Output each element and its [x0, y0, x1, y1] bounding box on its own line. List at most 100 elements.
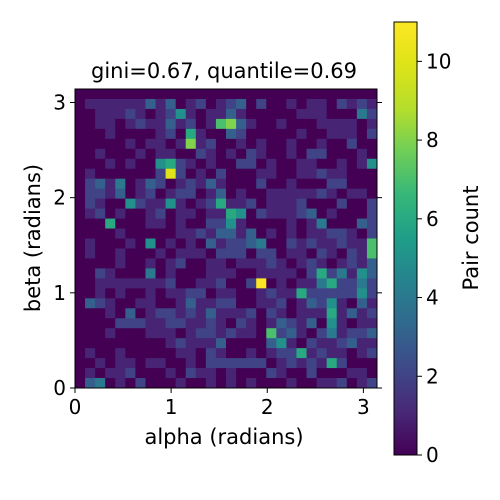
heatmap-cell: [226, 89, 237, 100]
heatmap-cell: [105, 318, 116, 329]
heatmap-cell: [75, 348, 86, 359]
heatmap-cell: [125, 258, 136, 269]
heatmap-cell: [226, 188, 237, 200]
heatmap-cell: [105, 358, 116, 369]
heatmap-cell: [306, 278, 317, 289]
heatmap-cell: [205, 128, 217, 140]
heatmap-cell: [155, 318, 166, 329]
heatmap-cell: [185, 288, 197, 299]
heatmap-cell: [336, 228, 348, 239]
heatmap-cell: [105, 328, 116, 339]
heatmap-cell: [145, 148, 156, 160]
heatmap-cell: [356, 89, 368, 100]
heatmap-cell: [276, 138, 287, 150]
heatmap-cell: [226, 208, 237, 219]
heatmap-cell: [336, 258, 348, 269]
heatmap-cell: [286, 158, 297, 170]
heatmap-cell: [276, 348, 287, 359]
heatmap-cell: [195, 198, 207, 209]
heatmap-cell: [236, 368, 247, 379]
y-tick-label: 0: [53, 376, 66, 400]
heatmap-cell: [296, 268, 307, 279]
heatmap-cell: [266, 278, 277, 289]
heatmap-cell: [306, 218, 317, 229]
heatmap-cell: [135, 368, 146, 379]
heatmap-cell: [135, 178, 146, 190]
heatmap-cell: [326, 188, 338, 200]
heatmap-cell: [346, 118, 358, 130]
heatmap-cell: [135, 338, 146, 349]
heatmap-cell: [125, 108, 136, 120]
x-tick-label: 0: [69, 395, 82, 419]
heatmap-cell: [85, 118, 96, 130]
heatmap-cell: [226, 298, 237, 309]
heatmap-cell: [316, 268, 328, 279]
heatmap-cell: [165, 128, 177, 140]
heatmap-cell: [366, 148, 378, 160]
heatmap-cell: [105, 288, 116, 299]
heatmap-cell: [276, 98, 287, 110]
heatmap-cell: [195, 218, 207, 229]
heatmap-cell: [286, 178, 297, 190]
heatmap-cell: [115, 128, 126, 140]
heatmap-cell: [366, 128, 378, 140]
heatmap-cell: [75, 258, 86, 269]
heatmap-cell: [266, 368, 277, 379]
heatmap-cell: [85, 248, 96, 259]
heatmap-cell: [326, 118, 338, 130]
heatmap-cell: [195, 288, 207, 299]
heatmap-cell: [125, 368, 136, 379]
heatmap-cell: [195, 228, 207, 239]
heatmap-cell: [105, 308, 116, 319]
heatmap-cell: [356, 308, 368, 319]
heatmap-cell: [165, 208, 177, 219]
heatmap-cell: [185, 218, 197, 229]
heatmap-cell: [236, 198, 247, 209]
heatmap-cell: [75, 168, 86, 180]
axes: 0 1 2 3 0 1 2 3: [53, 90, 382, 419]
heatmap-cell: [306, 298, 317, 309]
heatmap-cell: [356, 188, 368, 200]
heatmap-cell: [155, 208, 166, 219]
heatmap-cell: [356, 328, 368, 339]
heatmap-cell: [326, 308, 338, 319]
heatmap-cell: [145, 238, 156, 249]
heatmap-cell: [135, 298, 146, 309]
heatmap-cell: [236, 218, 247, 229]
heatmap-cell: [306, 258, 317, 269]
heatmap-cell: [336, 89, 348, 100]
heatmap-cell: [125, 318, 136, 329]
heatmap-cell: [246, 98, 257, 110]
heatmap-cell: [185, 98, 197, 110]
heatmap-cell: [95, 89, 106, 100]
heatmap-cell: [75, 248, 86, 259]
heatmap-cell: [165, 148, 177, 160]
heatmap-cell: [75, 358, 86, 369]
heatmap-cell: [205, 98, 217, 110]
heatmap-cell: [185, 128, 197, 140]
heatmap-cell: [306, 118, 317, 130]
heatmap-cell: [366, 368, 378, 379]
heatmap-cell: [145, 368, 156, 379]
heatmap-cell: [246, 248, 257, 259]
heatmap-cell: [286, 318, 297, 329]
heatmap-cell: [115, 308, 126, 319]
heatmap-cell: [135, 278, 146, 289]
heatmap-cell: [316, 228, 328, 239]
heatmap-cell: [236, 308, 247, 319]
heatmap-cell: [145, 168, 156, 180]
heatmap-cell: [85, 148, 96, 160]
heatmap-cell: [256, 228, 267, 239]
heatmap-cell: [356, 108, 368, 120]
heatmap-cell: [276, 178, 287, 190]
heatmap-cell: [185, 228, 197, 239]
heatmap-cell: [326, 128, 338, 140]
heatmap-cell: [336, 338, 348, 349]
heatmap-cell: [316, 348, 328, 359]
heatmap-cell: [195, 368, 207, 379]
heatmap-cell: [236, 268, 247, 279]
heatmap-cell: [266, 238, 277, 249]
heatmap-cell: [155, 218, 166, 229]
heatmap-cell: [95, 368, 106, 379]
heatmap-cell: [75, 118, 86, 130]
